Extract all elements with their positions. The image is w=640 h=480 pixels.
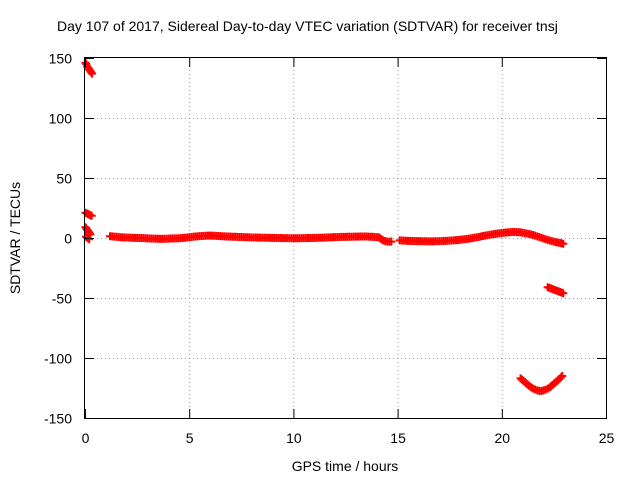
x-tick-labels: 0 5 10 15 20 25 [82,430,615,446]
y-tick-label: -100 [44,351,72,367]
data-point [556,373,565,382]
y-tick-label: -150 [44,411,72,427]
y-tick-label: 100 [49,111,73,127]
x-axis-title: GPS time / hours [292,458,399,474]
y-tick-label: 150 [49,51,73,67]
y-tick-label: -50 [52,291,72,307]
axis-ticks [85,58,607,419]
data-point [387,237,396,246]
y-tick-labels: -150 -100 -50 0 50 100 150 [44,51,72,427]
x-tick-label: 25 [599,430,615,446]
data-point [559,289,568,298]
x-tick-label: 10 [286,430,302,446]
y-tick-label: 50 [56,171,72,187]
chart-title: Day 107 of 2017, Sidereal Day-to-day VTE… [57,18,558,34]
x-tick-label: 5 [186,430,194,446]
x-tick-label: 15 [390,430,406,446]
data-point [85,235,94,244]
data-point [87,211,96,220]
plot-frame [84,57,607,419]
data-point [558,372,567,380]
data-point [88,69,97,78]
data-points [81,58,568,395]
data-point [559,239,568,248]
y-axis-title: SDTVAR / TECUs [7,182,23,294]
x-tick-label: 20 [495,430,511,446]
y-tick-label: 0 [64,231,72,247]
x-tick-label: 0 [82,430,90,446]
